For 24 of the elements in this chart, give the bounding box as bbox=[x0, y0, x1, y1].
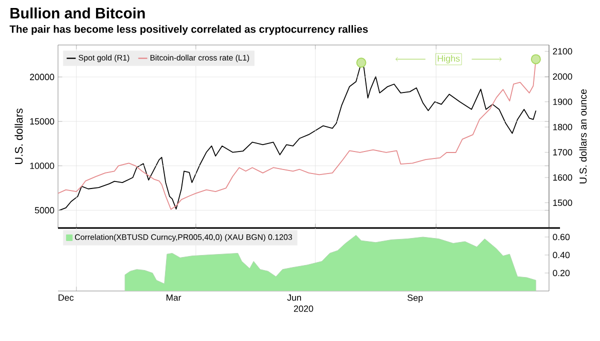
y2-axis-title: U.S. dollars an ounce bbox=[579, 89, 587, 184]
y2-tick-label: 2100 bbox=[552, 48, 572, 54]
y2-tick-label: 1800 bbox=[553, 124, 572, 130]
y-tick-label: 20000 bbox=[30, 74, 54, 80]
x-tick-label: Dec bbox=[58, 294, 74, 301]
y2-tick-label: 1500 bbox=[553, 200, 572, 206]
chart-title: Bullion and Bitcoin bbox=[10, 8, 145, 18]
chart-subtitle: The pair has become less positively correlated as cryptocurrency rallies bbox=[10, 25, 368, 35]
y-tick-label: 10000 bbox=[30, 162, 54, 169]
x-tick-label: Jun bbox=[287, 294, 301, 301]
annotation: Highs bbox=[438, 55, 460, 64]
y-tick-label: 15000 bbox=[30, 118, 54, 125]
y2-tick-label: 1700 bbox=[553, 149, 572, 156]
y-tick-label: 0.20 bbox=[552, 270, 570, 276]
y-tick-label: 0.40 bbox=[552, 252, 570, 258]
y2-tick-label: 2000 bbox=[552, 73, 572, 80]
y2-tick-label: 1900 bbox=[553, 98, 572, 105]
y-tick-label: 5000 bbox=[34, 207, 54, 214]
y-axis-title: U.S. dollars bbox=[14, 108, 23, 164]
x-axis-title: 2020 bbox=[294, 305, 314, 312]
y-tick-label: 0.60 bbox=[552, 234, 570, 240]
x-tick-label: Mar bbox=[166, 294, 182, 301]
x-tick-label: Sep bbox=[408, 294, 423, 303]
y2-tick-label: 1600 bbox=[553, 174, 572, 181]
